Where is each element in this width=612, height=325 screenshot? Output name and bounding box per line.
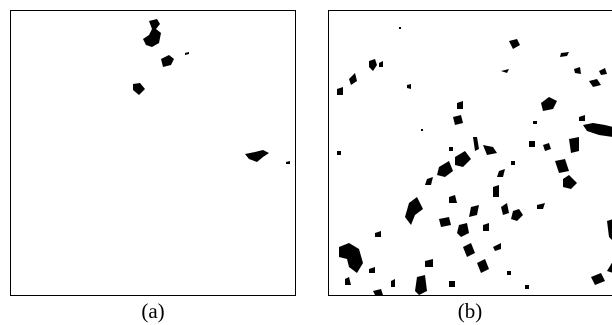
blob <box>407 84 411 89</box>
blob <box>455 151 471 167</box>
blob <box>560 52 569 57</box>
blob <box>369 267 375 273</box>
blob <box>501 69 509 73</box>
binary-image-panel-a <box>10 10 296 296</box>
blob <box>583 123 612 137</box>
blob <box>143 19 161 47</box>
blob <box>437 161 453 177</box>
blob <box>337 87 343 95</box>
blob <box>591 273 605 285</box>
blob-map-a <box>133 19 290 164</box>
blob <box>185 52 189 55</box>
blob <box>469 205 479 217</box>
blob <box>245 150 269 162</box>
blob <box>569 137 579 153</box>
blob <box>457 223 469 237</box>
blob <box>425 177 433 185</box>
blob <box>607 262 612 273</box>
blob <box>533 121 537 124</box>
blob <box>349 73 357 85</box>
blob <box>369 59 377 71</box>
blob <box>507 271 511 275</box>
blob-map-b <box>337 27 612 295</box>
blob <box>161 55 174 67</box>
blob <box>493 185 499 197</box>
blob <box>563 175 577 189</box>
blob <box>375 231 381 237</box>
blob <box>509 39 520 49</box>
blob <box>555 159 569 173</box>
blob <box>477 259 489 273</box>
blob <box>373 289 383 295</box>
panel-caption-b: (b) <box>457 299 483 323</box>
blob <box>286 161 290 164</box>
blob <box>421 129 423 131</box>
blob <box>501 203 509 215</box>
blob <box>399 27 401 29</box>
blob <box>579 115 585 121</box>
blob <box>511 161 515 165</box>
blob <box>541 97 557 111</box>
blob <box>543 143 551 151</box>
blob <box>391 279 395 287</box>
blob <box>457 101 463 109</box>
blob <box>497 169 505 177</box>
blob <box>574 67 581 74</box>
blob <box>511 209 523 221</box>
blob <box>449 281 455 287</box>
panel-caption-a: (a) <box>141 299 165 323</box>
blob <box>473 137 479 151</box>
blob <box>607 219 612 240</box>
blob <box>599 68 607 75</box>
blob <box>589 79 601 87</box>
blob <box>345 277 351 285</box>
blob <box>133 83 145 95</box>
blob <box>337 151 341 155</box>
blob <box>425 259 433 267</box>
blob <box>449 147 453 151</box>
blob <box>405 197 423 225</box>
blob <box>529 141 535 147</box>
blob <box>493 243 501 251</box>
blob <box>449 195 457 203</box>
blob <box>415 275 427 295</box>
blob <box>483 145 497 155</box>
blob <box>463 243 475 257</box>
binary-image-panel-b <box>328 10 612 296</box>
blob <box>439 217 451 227</box>
blob <box>483 223 489 231</box>
blob <box>379 61 383 67</box>
blob <box>453 115 463 125</box>
blob <box>339 243 363 273</box>
blob <box>537 203 545 209</box>
blob <box>525 285 529 289</box>
